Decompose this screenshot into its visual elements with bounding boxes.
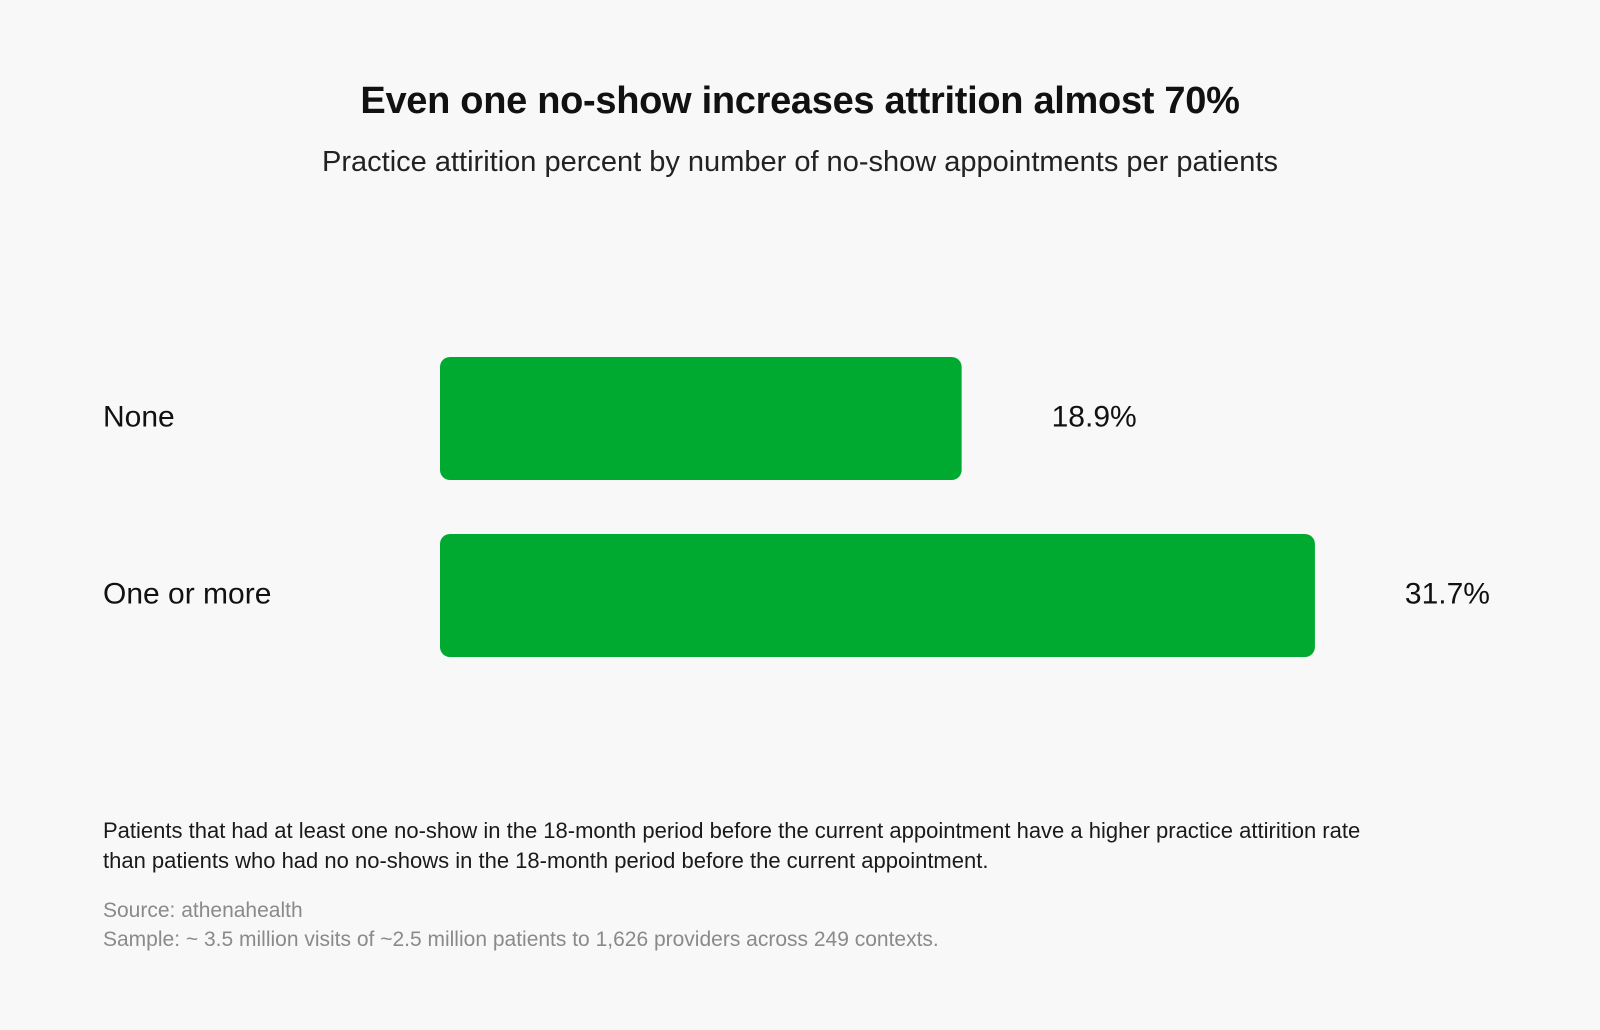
category-label: None xyxy=(103,400,175,433)
value-label: 31.7% xyxy=(1405,577,1490,610)
value-label: 18.9% xyxy=(1052,400,1137,433)
bar xyxy=(440,357,962,480)
category-label: One or more xyxy=(103,577,271,610)
chart-title: Even one no-show increases attrition alm… xyxy=(360,80,1240,122)
chart-note: Patients that had at least one no-show i… xyxy=(103,818,1361,873)
sample-line: Sample: ~ 3.5 million visits of ~2.5 mil… xyxy=(103,928,939,951)
source-line: Source: athenahealth xyxy=(103,899,303,922)
bar xyxy=(440,534,1315,657)
chart-source: Source: athenahealth Sample: ~ 3.5 milli… xyxy=(103,896,939,954)
chart-subtitle: Practice attirition percent by number of… xyxy=(322,146,1278,178)
